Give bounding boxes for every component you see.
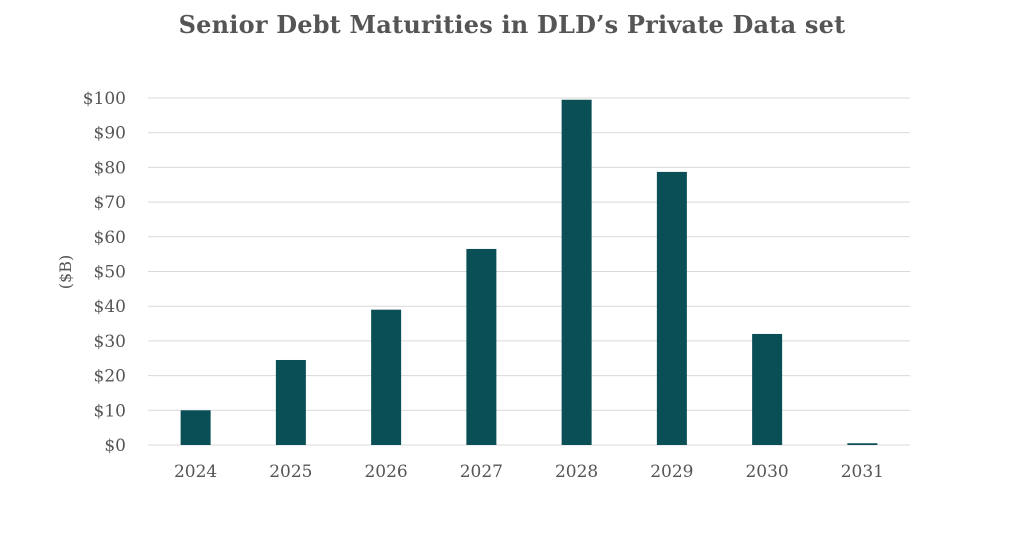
y-axis-title: ($B) xyxy=(56,255,75,289)
bar-2026 xyxy=(371,309,402,445)
y-tick-label: $90 xyxy=(94,124,126,144)
bar-2030 xyxy=(752,333,783,445)
x-axis-ticks: 2024 2025 2026 2027 2028 2029 2030 2031 xyxy=(174,462,884,482)
x-tick-label: 2026 xyxy=(364,462,407,482)
y-axis-ticks: $0 $10 $20 $30 $40 $50 $60 $70 $80 $90 $100 xyxy=(83,89,126,456)
bar-2027 xyxy=(466,248,497,445)
x-tick-label: 2025 xyxy=(269,462,312,482)
y-tick-label: $40 xyxy=(94,297,126,317)
chart-title: Senior Debt Maturities in DLD’s Private … xyxy=(178,10,846,39)
x-tick-label: 2028 xyxy=(555,462,598,482)
bar-2025 xyxy=(275,359,306,445)
y-tick-label: $70 xyxy=(94,193,126,213)
y-tick-label: $20 xyxy=(94,367,126,387)
x-tick-label: 2031 xyxy=(841,462,884,482)
y-tick-label: $30 xyxy=(94,332,126,352)
bar-2029 xyxy=(656,171,687,445)
bar-2028 xyxy=(561,99,592,446)
y-tick-label: $100 xyxy=(83,89,126,109)
y-tick-label: $80 xyxy=(94,158,126,178)
x-tick-label: 2024 xyxy=(174,462,217,482)
y-tick-label: $10 xyxy=(94,401,126,421)
gridlines xyxy=(148,97,910,446)
y-tick-label: $60 xyxy=(94,228,126,248)
bar-2031 xyxy=(847,443,878,445)
x-tick-label: 2029 xyxy=(650,462,693,482)
bar-2024 xyxy=(180,410,211,445)
x-tick-label: 2027 xyxy=(460,462,503,482)
x-tick-label: 2030 xyxy=(745,462,788,482)
y-tick-label: $0 xyxy=(104,436,126,456)
y-tick-label: $50 xyxy=(94,263,126,283)
bars xyxy=(180,99,878,446)
